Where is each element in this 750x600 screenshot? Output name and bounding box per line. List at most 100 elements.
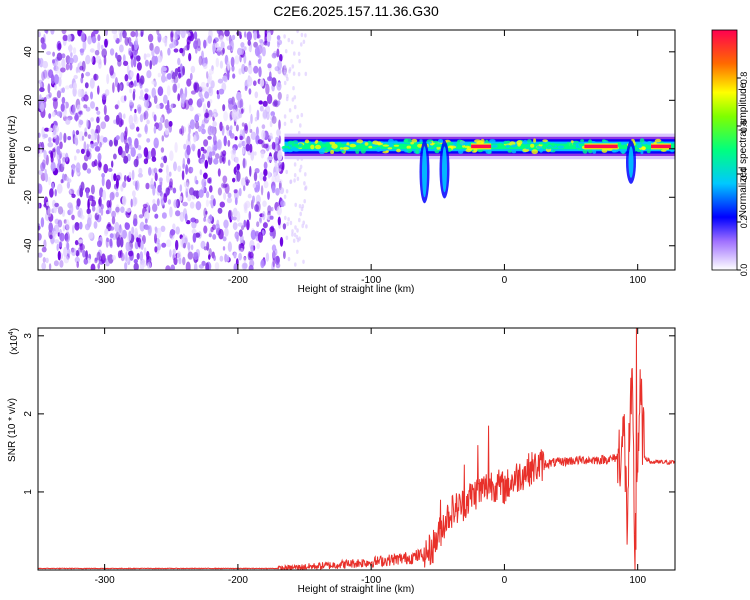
- noise-speck: [161, 74, 166, 83]
- noise-speck: [261, 46, 266, 57]
- noise-speck: [172, 83, 178, 93]
- noise-speck: [173, 75, 179, 84]
- signal-band-texture: [315, 139, 319, 143]
- noise-speck: [208, 233, 212, 238]
- noise-speck: [194, 121, 200, 130]
- noise-speck: [227, 192, 232, 199]
- noise-speck: [108, 139, 113, 147]
- noise-speck: [145, 53, 151, 58]
- noise-speck: [56, 111, 63, 117]
- noise-speck: [249, 165, 252, 177]
- noise-speck: [76, 149, 80, 154]
- noise-speck: [283, 121, 287, 127]
- noise-speck: [100, 207, 104, 216]
- noise-speck: [54, 202, 59, 208]
- noise-speck: [283, 34, 286, 39]
- noise-speck: [39, 81, 42, 88]
- signal-band-texture: [325, 141, 330, 147]
- noise-speck: [115, 52, 118, 59]
- noise-speck: [182, 65, 186, 76]
- noise-speck: [248, 264, 254, 270]
- noise-speck: [294, 262, 297, 267]
- noise-speck: [101, 253, 106, 264]
- noise-speck: [93, 30, 99, 35]
- noise-speck: [232, 222, 238, 231]
- noise-speck: [111, 255, 116, 261]
- noise-speck: [152, 198, 156, 205]
- noise-speck: [187, 242, 191, 251]
- noise-speck: [278, 135, 282, 145]
- noise-speck: [61, 58, 66, 69]
- noise-speck: [78, 239, 84, 244]
- signal-band-texture: [287, 150, 293, 153]
- noise-speck: [297, 51, 301, 56]
- colorbar-label: Normalized spectral amplitude: [738, 82, 749, 217]
- noise-speck: [163, 193, 168, 203]
- noise-speck: [95, 106, 99, 111]
- noise-speck: [257, 58, 262, 65]
- noise-speck: [245, 181, 249, 186]
- noise-speck: [97, 85, 100, 95]
- signal-band-texture: [456, 145, 463, 150]
- noise-speck: [43, 239, 47, 249]
- signal-band-texture: [310, 144, 315, 150]
- noise-speck: [277, 161, 283, 170]
- noise-speck: [296, 30, 299, 34]
- noise-speck: [190, 90, 197, 95]
- noise-speck: [38, 57, 41, 66]
- noise-speck: [193, 40, 198, 50]
- signal-band-texture: [403, 139, 407, 143]
- signal-band-texture: [639, 138, 645, 143]
- noise-speck: [73, 74, 78, 80]
- signal-band-texture: [546, 146, 552, 149]
- noise-speck: [292, 238, 296, 243]
- noise-speck: [109, 233, 114, 239]
- noise-speck: [148, 167, 152, 176]
- signal-band-texture: [569, 142, 573, 148]
- noise-speck: [56, 90, 62, 99]
- noise-speck: [147, 262, 152, 269]
- noise-speck: [303, 181, 306, 186]
- noise-speck: [243, 185, 246, 192]
- noise-speck: [89, 48, 95, 53]
- noise-speck: [164, 38, 168, 47]
- noise-speck: [179, 184, 183, 192]
- noise-speck: [207, 75, 211, 84]
- noise-speck: [142, 203, 148, 209]
- noise-speck: [275, 187, 280, 196]
- noise-speck: [243, 65, 248, 73]
- noise-speck: [38, 152, 41, 158]
- noise-speck: [48, 137, 52, 143]
- noise-speck: [169, 43, 174, 49]
- signal-band-texture: [580, 139, 584, 142]
- noise-speck: [298, 204, 302, 209]
- noise-speck: [49, 234, 53, 240]
- noise-speck: [258, 39, 264, 44]
- noise-speck: [203, 217, 207, 222]
- noise-speck: [60, 103, 65, 112]
- noise-speck: [240, 108, 244, 114]
- noise-speck: [203, 87, 209, 93]
- signal-band-texture: [415, 149, 420, 154]
- noise-speck: [76, 198, 81, 207]
- noise-speck: [90, 101, 95, 109]
- signal-band-texture: [349, 143, 357, 148]
- noise-speck: [139, 251, 144, 261]
- noise-speck: [154, 45, 160, 55]
- noise-speck: [220, 182, 227, 189]
- noise-speck: [216, 30, 222, 35]
- noise-speck: [166, 239, 172, 248]
- noise-speck: [177, 165, 182, 172]
- noise-speck: [128, 171, 132, 179]
- noise-speck: [65, 234, 69, 241]
- noise-speck: [75, 130, 80, 136]
- noise-speck: [213, 158, 219, 165]
- noise-speck: [260, 150, 265, 159]
- noise-speck: [167, 99, 170, 109]
- noise-speck: [270, 111, 276, 117]
- noise-speck: [102, 136, 108, 143]
- noise-speck: [172, 187, 177, 194]
- noise-speck: [105, 30, 108, 36]
- noise-speck: [109, 191, 115, 201]
- noise-speck: [201, 50, 204, 61]
